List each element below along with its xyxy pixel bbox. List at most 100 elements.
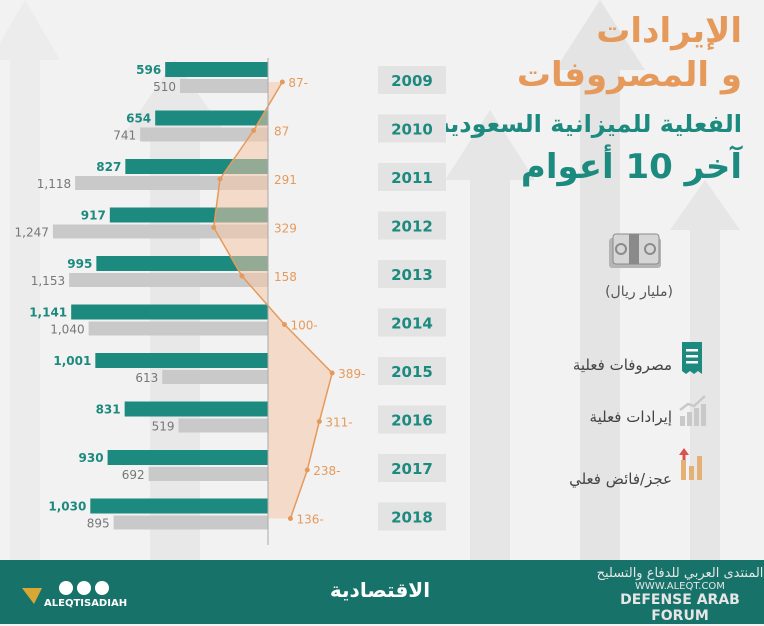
year-box [378,163,446,191]
year-box [378,114,446,143]
year-label: 2015 [391,363,433,381]
title-line-2: و المصروفات [516,55,742,95]
revenues-bar [162,370,268,384]
balance-point [304,467,310,473]
balance-value-label: 329 [274,222,297,236]
revenues-trend-icon [679,395,706,426]
expenses-value-label: 1,141 [29,306,67,320]
year-label: 2013 [391,266,433,284]
revenues-bar [148,467,268,481]
expenses-bar [107,450,268,465]
legend-balance: عجز/فائض فعلي [569,470,672,488]
revenues-value-label: 613 [135,371,158,385]
balance-value-label: 389- [338,367,365,381]
expenses-value-label: 596 [136,63,161,77]
legend-revenues: إيرادات فعلية [589,408,672,426]
year-label: 2017 [391,460,433,478]
balance-value-label: 158 [274,270,297,284]
revenues-value-label: 1,247 [15,226,49,240]
footer-logo: الاقتصادية [329,578,431,602]
title-line-4: آخر 10 أعوام [520,147,742,187]
revenues-bar [113,515,268,530]
footer-bar [0,560,764,624]
balance-point [211,225,217,230]
year-box [378,211,446,240]
expenses-bar [95,353,268,368]
balance-point [287,516,293,521]
balance-area [213,82,333,519]
expenses-receipt-icon [682,342,702,374]
watermark-url: WWW.ALEQT.COM [635,581,725,592]
money-icon [609,233,661,268]
expenses-value-label: 917 [81,209,106,223]
balance-point [282,322,287,327]
title-line-1: الإيرادات [596,11,742,51]
year-box [378,405,446,434]
expenses-bar [90,498,268,514]
year-label: 2016 [391,412,433,430]
watermark: المنتدى العربي للدفاع والتسليح WWW.ALEQT… [596,566,764,624]
watermark-english: DEFENSE ARAB FORUM [620,592,740,624]
balance-value-label: 87- [288,76,308,90]
revenues-bar [140,127,268,142]
revenues-value-label: 741 [113,129,136,143]
balance-line [212,81,334,519]
balance-point [251,128,257,133]
revenues-bar [69,273,268,287]
balance-point [279,79,285,85]
expenses-bar [96,256,268,271]
revenues-value-label: 519 [152,420,175,434]
balance-point [239,273,245,279]
expenses-value-label: 930 [79,451,104,465]
year-box [378,66,446,94]
expenses-value-label: 831 [96,403,121,417]
legend-expenses: مصروفات فعلية [572,356,672,374]
year-label: 2010 [391,121,433,139]
year-box [378,308,446,337]
revenues-value-label: 1,040 [50,323,84,337]
footer-brand-name: ALEQTISADIAH [44,598,128,609]
expenses-value-label: 654 [126,112,151,126]
year-box [378,454,446,482]
balance-value-label: 238- [313,464,340,478]
expenses-value-label: 827 [96,160,121,174]
social-icons [22,581,109,604]
title-line-3: الفعلية للميزانية السعودية [435,110,742,138]
balance-bars-icon [679,448,702,480]
revenues-bar [88,321,268,336]
watermark-arabic: المنتدى العربي للدفاع والتسليح [596,566,764,581]
expenses-bar [165,62,268,77]
year-box [378,260,446,288]
balance-point [329,370,335,376]
revenues-bar [180,79,268,93]
expenses-value-label: 1,001 [53,354,91,368]
balance-value-label: 311- [325,416,352,430]
revenues-value-label: 895 [87,517,110,531]
year-label: 2009 [391,72,433,90]
year-label: 2014 [391,315,433,333]
expenses-bar [71,304,269,320]
year-box [378,357,446,385]
footer-brand: ALEQTISADIAH [4,572,134,622]
revenues-value-label: 1,153 [31,274,65,288]
year-box [378,502,446,531]
year-label: 2018 [391,509,433,527]
expenses-bar [155,110,268,126]
year-label: 2012 [391,218,433,236]
balance-value-label: 100- [291,319,318,333]
revenues-bar [178,418,268,433]
expenses-bar [124,401,268,417]
revenues-value-label: 1,118 [37,177,71,191]
expenses-value-label: 995 [67,257,92,271]
balance-value-label: 291 [274,173,297,187]
unit-label: (مليار ريال) [605,284,673,300]
balance-point [316,419,322,424]
year-label: 2011 [391,169,433,187]
revenues-value-label: 510 [153,80,176,94]
balance-value-label: 87 [274,125,289,139]
revenues-value-label: 692 [122,468,145,482]
budget-chart: 596 510 2009 654 741 2010 827 1,118 2011 917 1,247… [15,58,446,545]
balance-value-label: 136- [296,513,323,527]
expenses-value-label: 1,030 [48,500,86,514]
